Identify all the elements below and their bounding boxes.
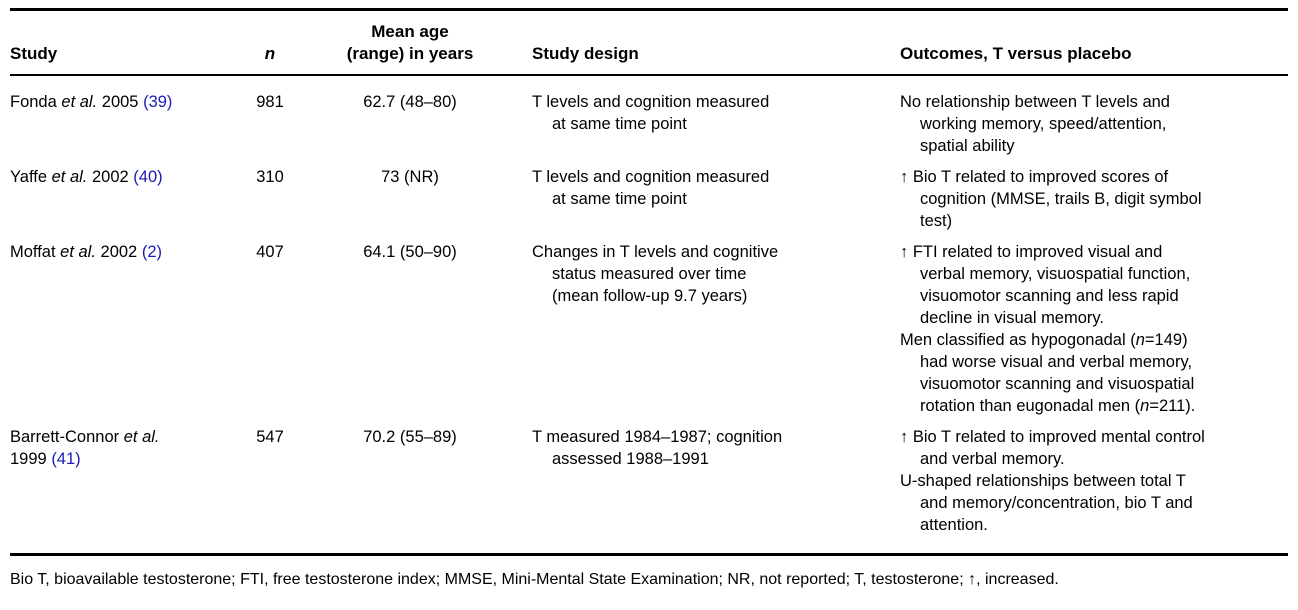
- text-line: (mean follow-up 9.7 years): [552, 287, 748, 305]
- header-cell-n: n: [264, 43, 276, 63]
- n-value: 981: [256, 93, 284, 111]
- studies-table: Study n Mean age (range) in years Study …: [10, 8, 1288, 590]
- study-design-cell: Changes in T levels and cognitive status …: [520, 241, 900, 417]
- text-line: at same time point: [552, 115, 687, 133]
- text-line: U-shaped relationships between total T: [900, 472, 1186, 490]
- text-line: spatial ability: [920, 137, 1015, 155]
- study-cell: Yaffe et al. 2002 (40): [10, 166, 240, 232]
- table-body: Fonda et al. 2005 (39) 981 62.7 (48–80) …: [10, 76, 1288, 553]
- header-cell-mean-age: Mean age (range) in years: [300, 21, 520, 65]
- study-etal: et al.: [61, 93, 98, 111]
- citation-ref[interactable]: (40): [133, 168, 163, 186]
- text-line: verbal memory, visuospatial function,: [920, 265, 1191, 283]
- table-row: Barrett-Connor et al. 1999 (41) 547 70.2 …: [10, 426, 1288, 536]
- table-header: Study n Mean age (range) in years Study …: [10, 11, 1288, 74]
- text-line: decline in visual memory.: [920, 309, 1105, 327]
- mean-age-value: 73 (NR): [381, 168, 439, 186]
- text-line: at same time point: [552, 190, 687, 208]
- table-row: Moffat et al. 2002 (2) 407 64.1 (50–90) …: [10, 241, 1288, 417]
- outcomes-cell: ↑ Bio T related to improved scores of cog…: [900, 166, 1288, 232]
- mean-age-value: 62.7 (48–80): [363, 93, 457, 111]
- text-line: T measured 1984–1987; cognition: [532, 428, 783, 446]
- text-line: attention.: [920, 516, 988, 534]
- mean-age-value: 70.2 (55–89): [363, 428, 457, 446]
- text-line: ↑ Bio T related to improved scores of: [900, 168, 1169, 186]
- text-line: T levels and cognition measured: [532, 93, 770, 111]
- study-cell: Moffat et al. 2002 (2): [10, 241, 240, 417]
- mean-age-value: 64.1 (50–90): [363, 243, 457, 261]
- study-authors: Moffat: [10, 243, 56, 261]
- study-cell: Barrett-Connor et al. 1999 (41): [10, 426, 240, 536]
- study-year: 2005: [101, 93, 139, 111]
- header-cell-outcomes: Outcomes, T versus placebo: [900, 43, 1132, 63]
- outcome-paragraph: ↑ Bio T related to improved scores of cog…: [900, 166, 1288, 232]
- text-line: visuomotor scanning and visuospatial: [920, 375, 1195, 393]
- text-line: test): [920, 212, 953, 230]
- text-line: No relationship between T levels and: [900, 93, 1170, 111]
- study-authors: Yaffe: [10, 168, 48, 186]
- table-row: Yaffe et al. 2002 (40) 310 73 (NR) T lev…: [10, 166, 1288, 232]
- text-line: visuomotor scanning and less rapid: [920, 287, 1179, 305]
- text-line: rotation than eugonadal men (n=211).: [920, 397, 1196, 415]
- header-mean-age-line1: Mean age: [371, 21, 449, 41]
- text-line: and memory/concentration, bio T and: [920, 494, 1193, 512]
- table-rule-top: [10, 8, 1288, 11]
- study-etal: et al.: [60, 243, 96, 261]
- text-line: and verbal memory.: [920, 450, 1065, 468]
- text-line: Men classified as hypogonadal (n=149): [900, 331, 1188, 349]
- outcome-paragraph: No relationship between T levels and work…: [900, 91, 1288, 157]
- study-etal: et al.: [51, 168, 88, 186]
- outcome-paragraph: Men classified as hypogonadal (n=149) had…: [900, 329, 1288, 417]
- table-rule-header-bottom: [10, 73, 1288, 76]
- n-value: 310: [256, 168, 284, 186]
- table-rule-bottom: [10, 553, 1288, 556]
- text-line: Changes in T levels and cognitive: [532, 243, 779, 261]
- outcome-paragraph: ↑ FTI related to improved visual and verb…: [900, 241, 1288, 329]
- text-line: cognition (MMSE, trails B, digit symbol: [920, 190, 1202, 208]
- citation-ref[interactable]: (41): [51, 450, 81, 468]
- text-line: T levels and cognition measured: [532, 168, 770, 186]
- study-authors: Barrett-Connor: [10, 428, 120, 446]
- outcome-paragraph: U-shaped relationships between total T an…: [900, 470, 1288, 536]
- text-line: working memory, speed/attention,: [920, 115, 1167, 133]
- text-line: ↑ Bio T related to improved mental contr…: [900, 428, 1205, 446]
- study-year: 1999: [10, 450, 47, 468]
- study-year: 2002: [91, 168, 129, 186]
- citation-ref[interactable]: (2): [141, 243, 163, 261]
- study-design-cell: T measured 1984–1987; cognition assessed …: [520, 426, 900, 536]
- text-line: had worse visual and verbal memory,: [920, 353, 1193, 371]
- citation-ref[interactable]: (39): [143, 93, 173, 111]
- outcomes-cell: No relationship between T levels and work…: [900, 91, 1288, 157]
- table-footnote: Bio T, bioavailable testosterone; FTI, f…: [10, 570, 1059, 588]
- n-value: 547: [256, 428, 284, 446]
- study-etal: et al.: [123, 428, 160, 446]
- study-design-cell: T levels and cognition measured at same t…: [520, 166, 900, 232]
- text-line: ↑ FTI related to improved visual and: [900, 243, 1163, 261]
- outcomes-cell: ↑ FTI related to improved visual and verb…: [900, 241, 1288, 417]
- text-line: assessed 1988–1991: [552, 450, 709, 468]
- study-authors: Fonda: [10, 93, 57, 111]
- table-row: Fonda et al. 2005 (39) 981 62.7 (48–80) …: [10, 91, 1288, 157]
- n-value: 407: [256, 243, 284, 261]
- header-mean-age-line2: (range) in years: [346, 43, 474, 63]
- outcome-paragraph: ↑ Bio T related to improved mental contr…: [900, 426, 1288, 470]
- text-line: status measured over time: [552, 265, 747, 283]
- study-year: 2002: [100, 243, 138, 261]
- study-design-cell: T levels and cognition measured at same t…: [520, 91, 900, 157]
- header-cell-study: Study: [10, 43, 58, 63]
- header-cell-study-design: Study design: [532, 43, 639, 63]
- outcomes-cell: ↑ Bio T related to improved mental contr…: [900, 426, 1288, 536]
- study-cell: Fonda et al. 2005 (39): [10, 91, 240, 157]
